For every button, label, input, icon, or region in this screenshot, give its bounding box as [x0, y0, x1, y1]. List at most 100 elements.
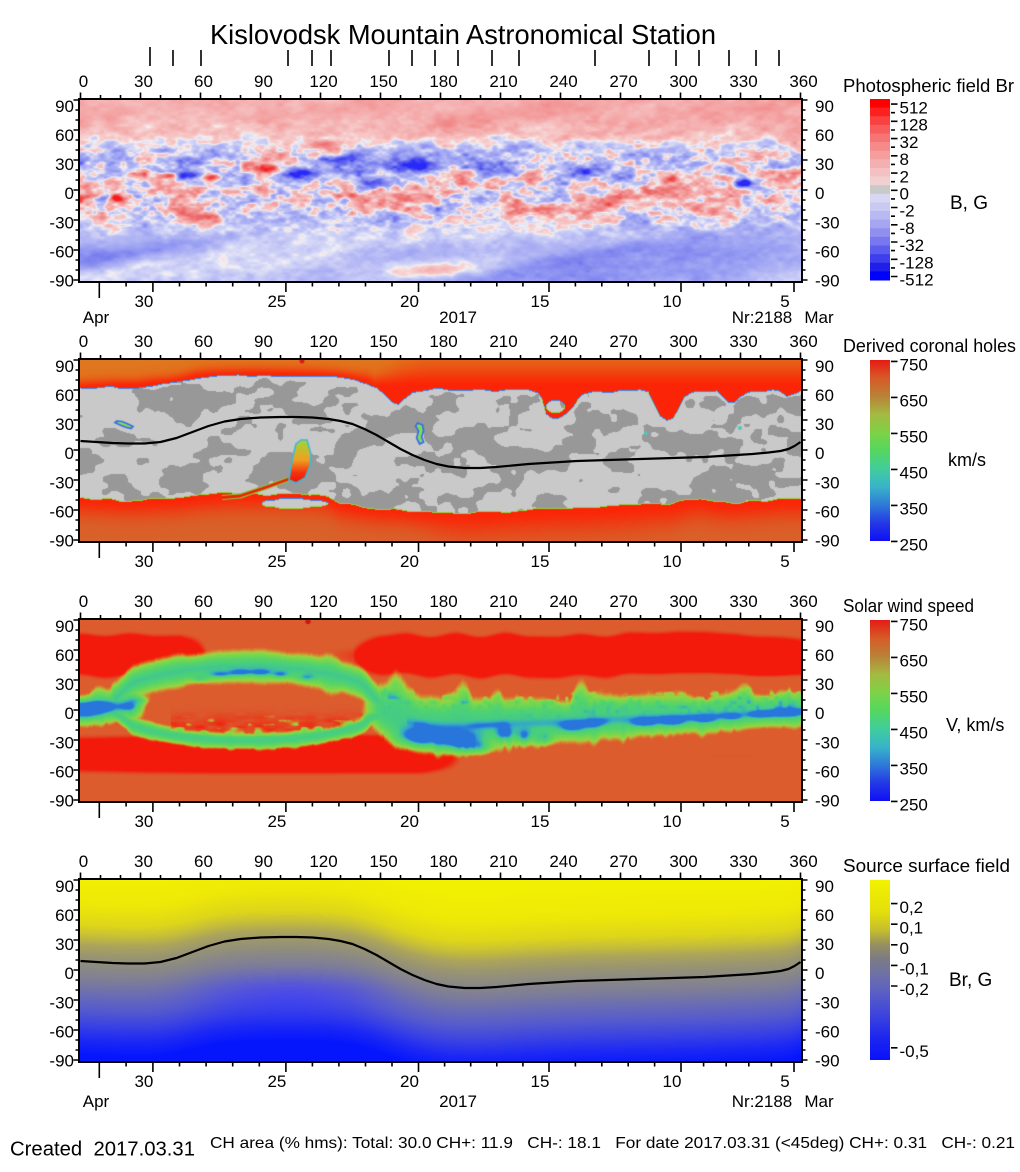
- svg-text:30: 30: [815, 935, 834, 954]
- svg-text:450: 450: [900, 464, 928, 483]
- svg-text:-90: -90: [815, 532, 840, 551]
- svg-text:-90: -90: [49, 792, 74, 811]
- svg-text:32: 32: [900, 133, 919, 152]
- svg-text:-60: -60: [815, 763, 840, 782]
- svg-text:60: 60: [194, 72, 213, 91]
- svg-text:300: 300: [669, 852, 697, 871]
- svg-text:30: 30: [134, 552, 153, 571]
- svg-text:-32: -32: [900, 236, 925, 255]
- svg-text:90: 90: [815, 617, 834, 636]
- svg-text:-30: -30: [815, 213, 840, 232]
- svg-text:Photospheric field Br: Photospheric field Br: [843, 75, 1014, 96]
- svg-text:0: 0: [815, 444, 824, 463]
- svg-text:0: 0: [900, 939, 909, 958]
- svg-text:90: 90: [254, 72, 273, 91]
- svg-text:0: 0: [79, 332, 88, 351]
- svg-text:5: 5: [780, 812, 789, 831]
- svg-text:60: 60: [194, 592, 213, 611]
- svg-text:60: 60: [815, 646, 834, 665]
- svg-text:360: 360: [789, 332, 817, 351]
- svg-text:-60: -60: [815, 1023, 840, 1042]
- svg-text:550: 550: [900, 428, 928, 447]
- svg-text:60: 60: [55, 646, 74, 665]
- svg-text:270: 270: [609, 72, 637, 91]
- svg-text:300: 300: [669, 72, 697, 91]
- svg-text:240: 240: [549, 332, 577, 351]
- svg-text:180: 180: [429, 852, 457, 871]
- svg-text:210: 210: [489, 852, 517, 871]
- svg-text:0: 0: [79, 852, 88, 871]
- svg-text:120: 120: [309, 72, 337, 91]
- svg-text:20: 20: [400, 552, 419, 571]
- svg-text:-8: -8: [900, 219, 915, 238]
- svg-text:150: 150: [369, 72, 397, 91]
- svg-text:360: 360: [789, 72, 817, 91]
- svg-text:300: 300: [669, 332, 697, 351]
- svg-text:210: 210: [489, 72, 517, 91]
- svg-text:30: 30: [55, 155, 74, 174]
- svg-text:60: 60: [194, 852, 213, 871]
- svg-text:Created 2017.03.31: Created 2017.03.31: [10, 1138, 195, 1161]
- svg-text:150: 150: [369, 332, 397, 351]
- svg-text:30: 30: [134, 292, 153, 311]
- svg-text:-60: -60: [815, 243, 840, 262]
- svg-text:240: 240: [549, 592, 577, 611]
- svg-text:270: 270: [609, 592, 637, 611]
- svg-text:25: 25: [267, 812, 286, 831]
- svg-text:350: 350: [900, 760, 928, 779]
- svg-text:Br, G: Br, G: [949, 970, 992, 991]
- svg-text:-30: -30: [49, 213, 74, 232]
- svg-text:-30: -30: [49, 473, 74, 492]
- svg-text:Nr:2188: Nr:2188: [732, 1092, 792, 1111]
- svg-text:-90: -90: [49, 272, 74, 291]
- svg-text:120: 120: [309, 592, 337, 611]
- svg-text:30: 30: [815, 675, 834, 694]
- svg-text:B, G: B, G: [950, 193, 988, 214]
- svg-text:-2: -2: [900, 202, 915, 221]
- svg-text:15: 15: [531, 292, 550, 311]
- svg-text:550: 550: [900, 688, 928, 707]
- svg-text:10: 10: [663, 552, 682, 571]
- svg-text:km/s: km/s: [948, 450, 986, 470]
- svg-text:15: 15: [531, 812, 550, 831]
- svg-text:60: 60: [55, 906, 74, 925]
- svg-text:0: 0: [815, 964, 824, 983]
- svg-text:270: 270: [609, 332, 637, 351]
- svg-text:5: 5: [780, 552, 789, 571]
- svg-text:300: 300: [669, 592, 697, 611]
- svg-text:210: 210: [489, 592, 517, 611]
- svg-text:25: 25: [267, 1072, 286, 1091]
- svg-text:0: 0: [900, 185, 909, 204]
- svg-text:90: 90: [254, 592, 273, 611]
- svg-text:330: 330: [729, 332, 757, 351]
- svg-text:30: 30: [815, 415, 834, 434]
- svg-text:-60: -60: [815, 503, 840, 522]
- svg-text:-60: -60: [49, 763, 74, 782]
- svg-text:-30: -30: [49, 733, 74, 752]
- svg-text:5: 5: [780, 292, 789, 311]
- svg-text:30: 30: [55, 935, 74, 954]
- svg-text:20: 20: [400, 1072, 419, 1091]
- svg-text:Solar wind speed: Solar wind speed: [843, 595, 974, 616]
- svg-text:512: 512: [900, 98, 928, 117]
- svg-text:-90: -90: [815, 792, 840, 811]
- svg-text:150: 150: [369, 852, 397, 871]
- svg-text:Derived coronal holes: Derived coronal holes: [843, 335, 1016, 356]
- svg-text:0: 0: [65, 964, 74, 983]
- svg-text:2017: 2017: [439, 1092, 477, 1111]
- svg-text:Kislovodsk Mountain Astronomic: Kislovodsk Mountain Astronomical Station: [210, 19, 716, 50]
- svg-text:-30: -30: [815, 993, 840, 1012]
- svg-text:Nr:2188: Nr:2188: [732, 308, 792, 327]
- svg-text:-0,2: -0,2: [900, 980, 929, 999]
- svg-text:360: 360: [789, 852, 817, 871]
- svg-text:0: 0: [65, 704, 74, 723]
- svg-text:330: 330: [729, 852, 757, 871]
- svg-text:60: 60: [55, 126, 74, 145]
- svg-text:30: 30: [134, 1072, 153, 1091]
- svg-text:90: 90: [55, 877, 74, 896]
- svg-text:30: 30: [134, 852, 153, 871]
- svg-text:-30: -30: [815, 733, 840, 752]
- svg-text:360: 360: [789, 592, 817, 611]
- svg-text:750: 750: [900, 616, 928, 635]
- svg-text:20: 20: [400, 292, 419, 311]
